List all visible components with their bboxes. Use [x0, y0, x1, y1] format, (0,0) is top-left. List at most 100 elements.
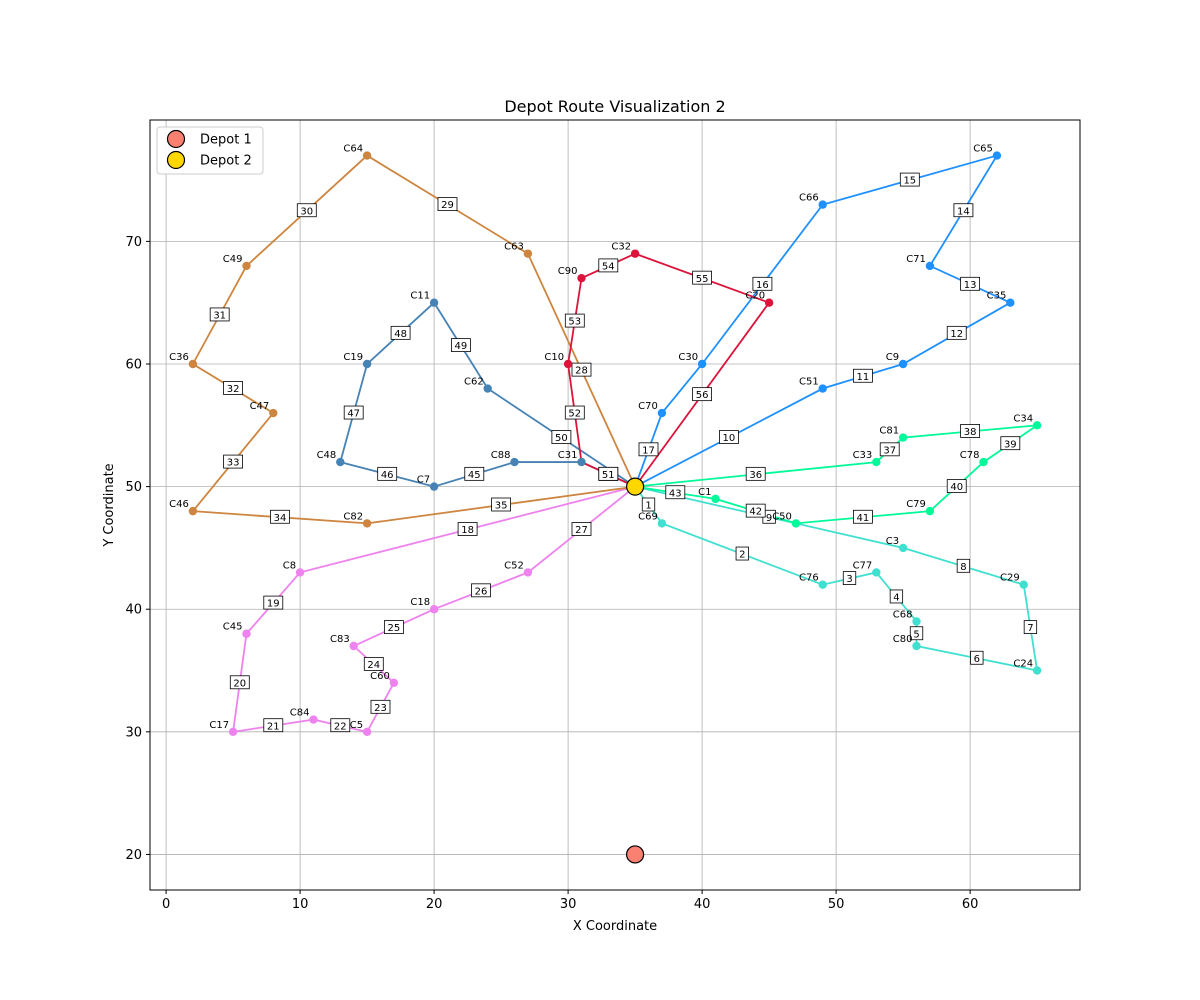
legend-marker: [166, 150, 186, 170]
customer-label: C1: [698, 487, 711, 498]
sequence-label-box: [551, 430, 572, 444]
sequence-label-box: [946, 325, 967, 340]
stop-marker: [577, 457, 586, 467]
sequence-label: 11: [857, 372, 870, 383]
axis-ticks: 0 10 20 30 40 50 60 20 30 40 50 60 70: [125, 235, 978, 912]
stop-marker: [1032, 421, 1042, 430]
sequence-label-box: [564, 313, 585, 328]
customer-label: C63: [504, 242, 524, 253]
sequence-label-box: [390, 325, 411, 340]
sequence-label: 1: [645, 501, 651, 512]
customer-label: C51: [799, 377, 819, 388]
customer-label: C5: [350, 720, 363, 731]
customer-label: C84: [290, 708, 310, 719]
sequence-label-box: [263, 595, 284, 610]
sequence-label: 48: [394, 329, 407, 340]
customer-label: C48: [317, 450, 337, 461]
stop-marker: [295, 568, 305, 577]
customer-labels: C69C76C77C68C80C24C29C3C51C9C35C71C65C66…: [169, 144, 1033, 731]
sequence-label: 28: [575, 366, 588, 377]
stop-marker: [523, 249, 533, 258]
sequence-label-box: [1000, 436, 1021, 451]
sequence-label-box: [956, 558, 971, 573]
stop-marker: [309, 715, 318, 724]
stop-marker: [898, 543, 908, 553]
stop-marker: [242, 261, 251, 271]
sequence-label: 51: [602, 470, 615, 481]
stop-marker: [429, 298, 439, 307]
sequence-label: 10: [723, 433, 736, 444]
sequence-label-box: [735, 546, 749, 561]
stop-marker: [242, 629, 251, 638]
sequence-label-box: [343, 405, 364, 420]
sequence-label-box: [1023, 620, 1038, 635]
depots: [626, 477, 645, 864]
sequence-label-box: [229, 675, 250, 690]
sequence-label: 9: [766, 513, 772, 524]
customer-label: C24: [1013, 659, 1033, 670]
sequence-label: 40: [950, 482, 963, 493]
sequence-label-box: [598, 466, 619, 481]
y-tick-label: 70: [125, 235, 142, 250]
sequence-label: 37: [883, 445, 896, 456]
sequence-label: 20: [233, 678, 246, 689]
legend: Depot 1 Depot 2: [156, 126, 264, 175]
stop-marker: [925, 261, 935, 271]
customer-label: C69: [638, 511, 658, 522]
sequence-label-box: [383, 620, 404, 635]
sequence-label: 26: [475, 586, 488, 597]
sequence-label-box: [363, 656, 384, 671]
stop-marker: [269, 408, 278, 418]
sequence-label: 39: [1004, 439, 1017, 450]
customer-label: C88: [491, 450, 511, 461]
customer-label: C76: [799, 573, 819, 584]
customer-label: C8: [283, 560, 296, 571]
x-tick-label: 20: [426, 897, 443, 912]
customer-label: C52: [504, 560, 524, 571]
stop-marker: [818, 200, 827, 209]
customer-label: C49: [223, 254, 243, 265]
sequence-label: 14: [957, 206, 970, 217]
customer-label: C65: [973, 144, 993, 155]
legend-entry: Depot 1: [200, 133, 252, 148]
customer-label: C47: [250, 401, 270, 412]
stop-marker: [925, 506, 935, 516]
sequence-label: 18: [461, 525, 474, 536]
legend-entry: Depot 2: [200, 154, 252, 169]
sequence-label-box: [564, 405, 585, 420]
sequence-label: 35: [495, 501, 508, 512]
sequence-label: 6: [974, 654, 980, 665]
customer-label: C70: [638, 401, 658, 412]
stop-marker: [362, 727, 372, 737]
customer-label: C36: [169, 352, 189, 363]
sequence-label: 31: [213, 311, 226, 322]
stop-marker: [818, 384, 827, 393]
sequence-label: 36: [749, 470, 762, 481]
sequence-label-box: [946, 479, 967, 494]
sequence-label: 45: [468, 470, 481, 481]
sequence-label: 30: [300, 206, 313, 217]
sequence-label-box: [879, 442, 900, 457]
customer-label: C78: [960, 450, 980, 461]
stop-marker: [657, 519, 667, 528]
stop-marker: [188, 359, 198, 369]
customer-label: C60: [370, 671, 390, 682]
customer-label: C82: [343, 511, 363, 522]
sequence-label-box: [745, 503, 766, 518]
sequence-label: 15: [903, 176, 916, 187]
sequence-label-box: [638, 442, 659, 457]
stop-marker: [362, 151, 372, 160]
plot-area: [149, 119, 1081, 891]
stop-marker: [188, 506, 198, 516]
sequence-label-box: [330, 718, 351, 733]
customer-label: C50: [772, 511, 792, 522]
stop-marker: [362, 359, 372, 369]
stop-marker: [483, 384, 492, 393]
stop-marker: [898, 433, 908, 442]
stop-marker: [912, 641, 921, 651]
stop-marker: [349, 641, 358, 651]
sequence-label-box: [960, 276, 981, 291]
sequence-label-box: [457, 522, 478, 536]
customer-label: C11: [410, 291, 430, 302]
